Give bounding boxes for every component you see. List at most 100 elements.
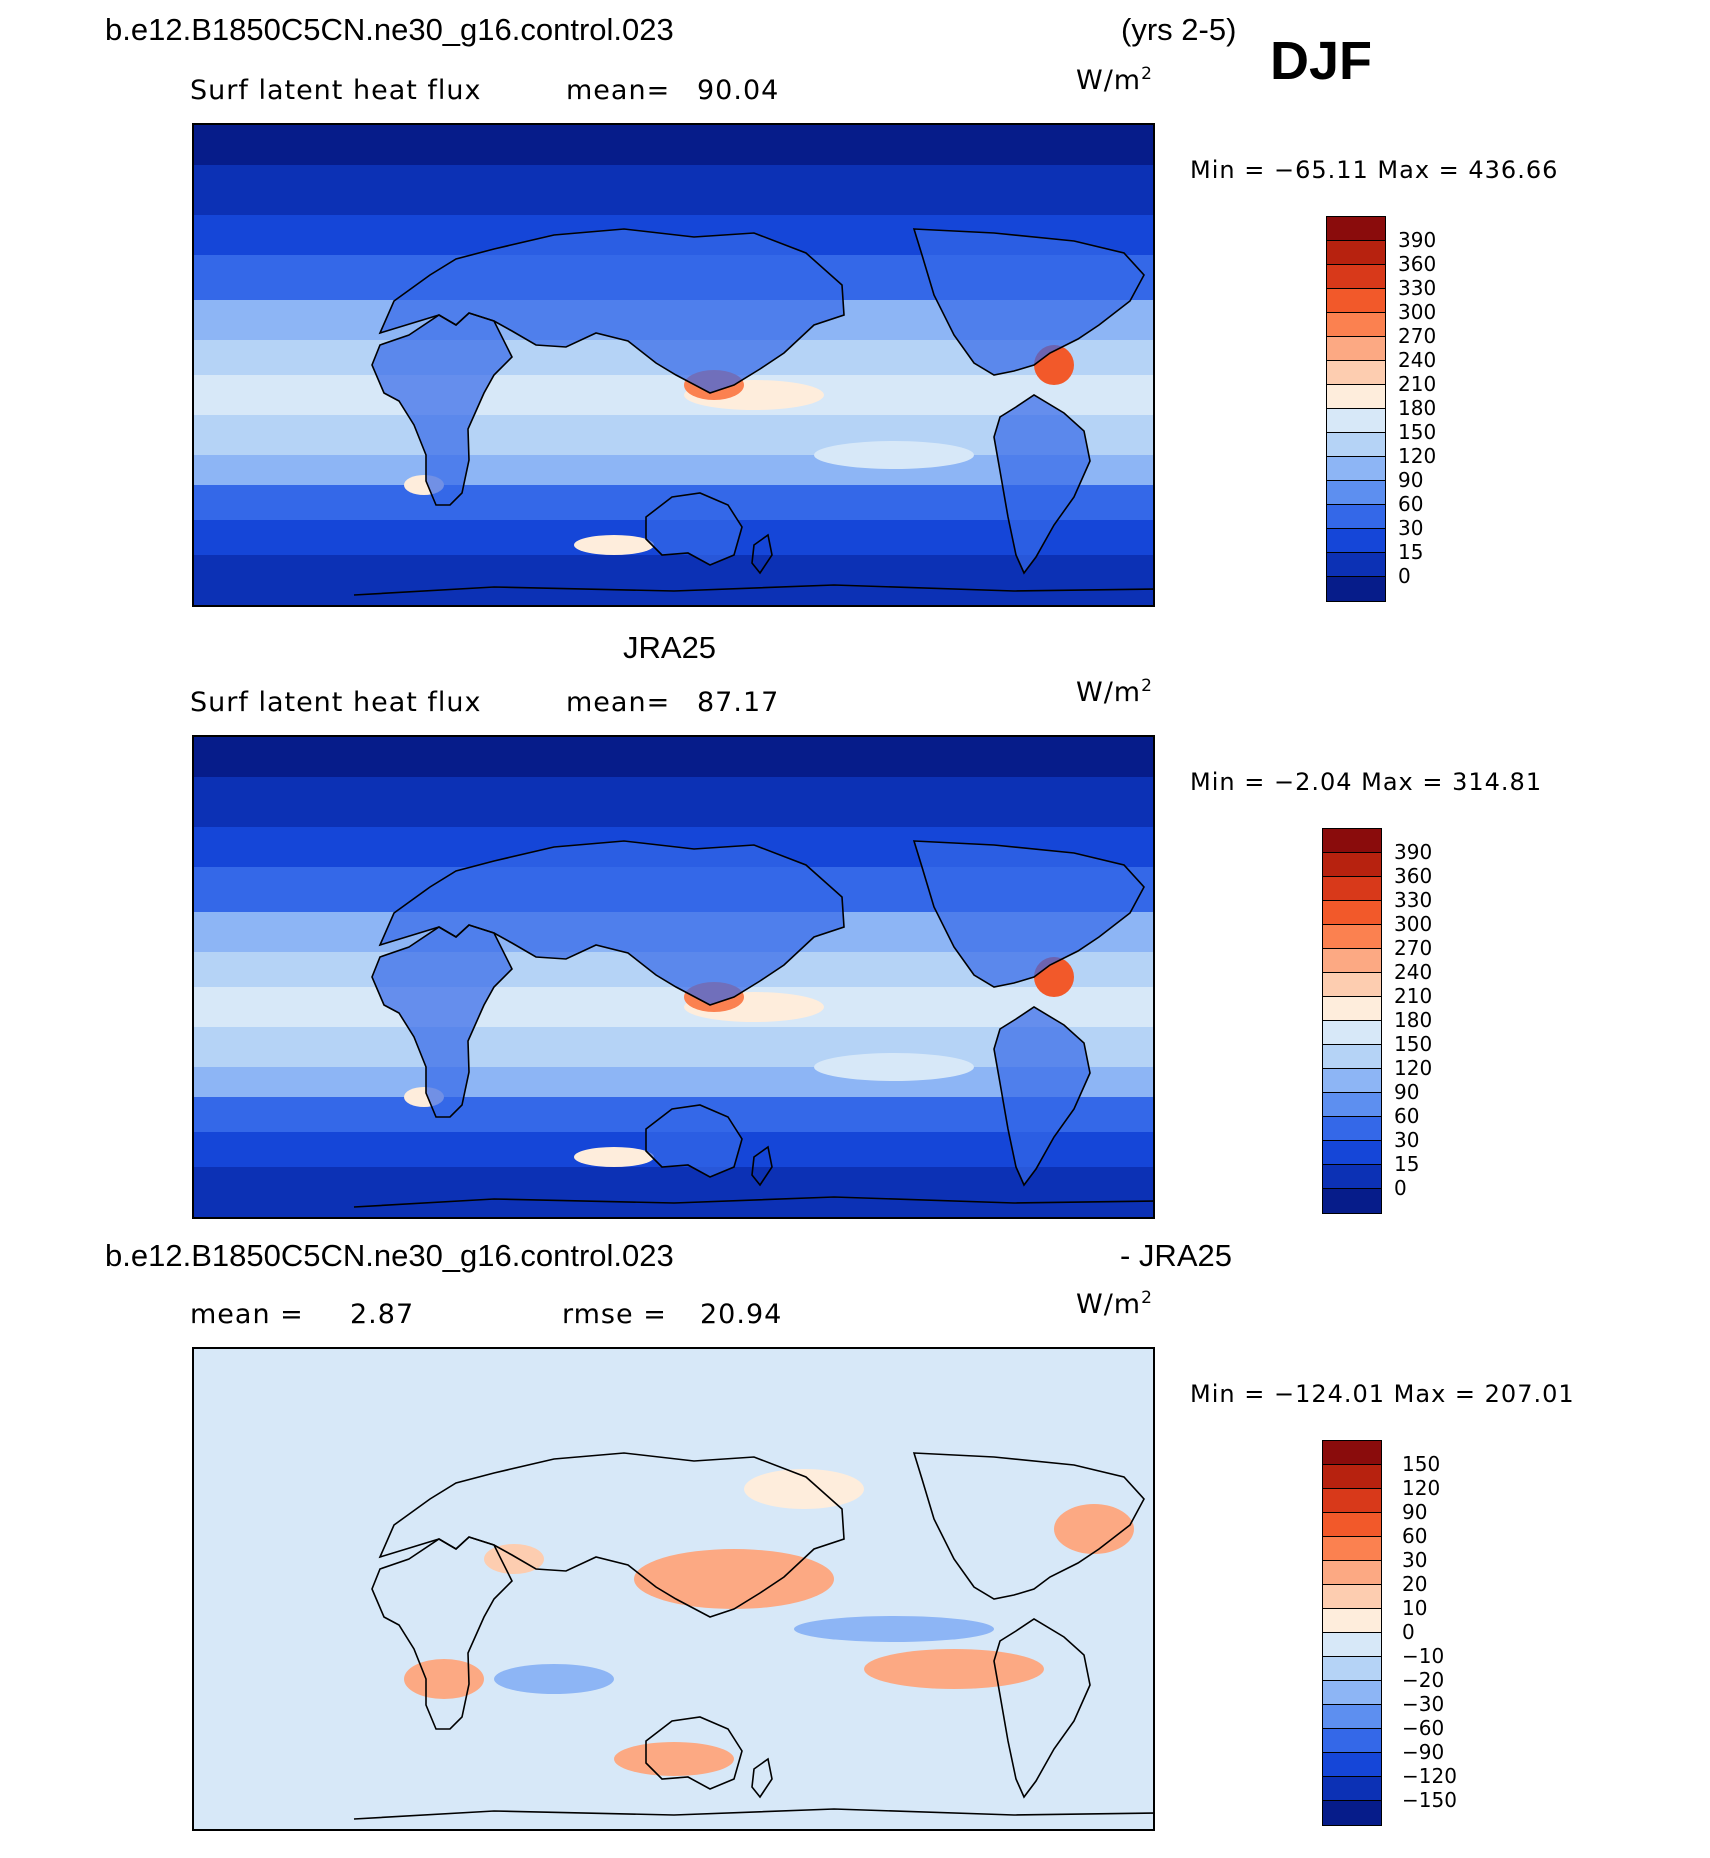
colorbar-swatch (1323, 1117, 1381, 1141)
panel2-minmax: Min = −2.04 Max = 314.81 (1190, 768, 1543, 796)
colorbar-swatch (1323, 877, 1381, 901)
colorbar-label: −120 (1402, 1764, 1457, 1788)
panel3-rmse-label: rmse = (562, 1299, 667, 1330)
colorbar-label: 330 (1398, 276, 1437, 300)
panel2-mean-value: 87.17 (697, 687, 780, 718)
colorbar-swatch (1327, 385, 1385, 409)
colorbar-label: 60 (1402, 1524, 1428, 1548)
colorbar-label: −150 (1402, 1788, 1457, 1812)
panel1-case-name: b.e12.B1850C5CN.ne30_g16.control.023 (105, 12, 674, 47)
colorbar-label: 150 (1398, 420, 1437, 444)
panel3-colorbar (1322, 1440, 1382, 1826)
colorbar-label: 60 (1394, 1104, 1420, 1128)
colorbar-swatch (1323, 1729, 1381, 1753)
colorbar-swatch (1327, 361, 1385, 385)
colorbar-label: −30 (1402, 1692, 1445, 1716)
colorbar-label: 300 (1398, 300, 1437, 324)
colorbar-swatch (1323, 1681, 1381, 1705)
colorbar-swatch (1323, 1069, 1381, 1093)
panel3-minus-label: - JRA25 (1120, 1238, 1232, 1273)
colorbar-swatch (1327, 529, 1385, 553)
colorbar-label: 90 (1398, 468, 1424, 492)
colorbar-label: 390 (1398, 228, 1437, 252)
colorbar-swatch (1323, 1705, 1381, 1729)
colorbar-swatch (1327, 433, 1385, 457)
colorbar-label: 390 (1394, 840, 1433, 864)
colorbar-swatch (1327, 337, 1385, 361)
panel2-mean-label: mean= (566, 687, 671, 718)
panel1-map (192, 123, 1155, 607)
colorbar-swatch (1323, 1585, 1381, 1609)
colorbar-swatch (1327, 553, 1385, 577)
colorbar-swatch (1327, 577, 1385, 601)
colorbar-swatch (1323, 853, 1381, 877)
panel1-colorbar (1326, 216, 1386, 602)
colorbar-swatch (1327, 481, 1385, 505)
panel1-variable: Surf latent heat flux (190, 75, 482, 106)
colorbar-label: 150 (1402, 1452, 1441, 1476)
colorbar-label: −20 (1402, 1668, 1445, 1692)
colorbar-label: 330 (1394, 888, 1433, 912)
panel2-title: JRA25 (623, 630, 717, 665)
colorbar-label: 270 (1398, 324, 1437, 348)
colorbar-swatch (1323, 1045, 1381, 1069)
panel3-minmax: Min = −124.01 Max = 207.01 (1190, 1380, 1575, 1408)
colorbar-swatch (1323, 1561, 1381, 1585)
colorbar-swatch (1327, 505, 1385, 529)
season-label: DJF (1270, 31, 1373, 91)
colorbar-swatch (1323, 1189, 1381, 1213)
colorbar-swatch (1323, 1093, 1381, 1117)
colorbar-label: 90 (1394, 1080, 1420, 1104)
colorbar-swatch (1327, 289, 1385, 313)
colorbar-label: 300 (1394, 912, 1433, 936)
colorbar-swatch (1323, 925, 1381, 949)
panel2-units: W/m2 (1076, 676, 1153, 708)
colorbar-swatch (1323, 901, 1381, 925)
panel1-years: (yrs 2-5) (1121, 12, 1237, 47)
colorbar-label: 30 (1398, 516, 1424, 540)
colorbar-swatch (1327, 313, 1385, 337)
panel1-mean-value: 90.04 (697, 75, 780, 106)
colorbar-swatch (1323, 1537, 1381, 1561)
colorbar-label: −60 (1402, 1716, 1445, 1740)
colorbar-swatch (1323, 1657, 1381, 1681)
colorbar-swatch (1327, 265, 1385, 289)
colorbar-label: 20 (1402, 1572, 1428, 1596)
colorbar-label: 60 (1398, 492, 1424, 516)
colorbar-label: 150 (1394, 1032, 1433, 1056)
panel3-case-name: b.e12.B1850C5CN.ne30_g16.control.023 (105, 1238, 674, 1273)
colorbar-swatch (1323, 1141, 1381, 1165)
colorbar-label: 240 (1394, 960, 1433, 984)
panel1-units: W/m2 (1076, 64, 1153, 96)
colorbar-swatch (1327, 409, 1385, 433)
panel3-mean-value: 2.87 (350, 1299, 415, 1330)
colorbar-swatch (1323, 1609, 1381, 1633)
colorbar-label: −90 (1402, 1740, 1445, 1764)
colorbar-swatch (1323, 1165, 1381, 1189)
colorbar-swatch (1323, 949, 1381, 973)
colorbar-label: 120 (1402, 1476, 1441, 1500)
colorbar-swatch (1323, 1801, 1381, 1825)
colorbar-swatch (1323, 829, 1381, 853)
colorbar-label: 270 (1394, 936, 1433, 960)
colorbar-swatch (1323, 1465, 1381, 1489)
colorbar-label: 10 (1402, 1596, 1428, 1620)
colorbar-swatch (1327, 217, 1385, 241)
panel3-rmse-value: 20.94 (700, 1299, 783, 1330)
colorbar-label: 90 (1402, 1500, 1428, 1524)
colorbar-label: 360 (1394, 864, 1433, 888)
colorbar-swatch (1323, 1489, 1381, 1513)
colorbar-swatch (1327, 457, 1385, 481)
colorbar-label: 0 (1394, 1176, 1407, 1200)
panel1-minmax: Min = −65.11 Max = 436.66 (1190, 156, 1559, 184)
panel3-map (192, 1347, 1155, 1831)
colorbar-label: 180 (1394, 1008, 1433, 1032)
colorbar-label: 210 (1394, 984, 1433, 1008)
colorbar-swatch (1323, 1753, 1381, 1777)
colorbar-swatch (1323, 1441, 1381, 1465)
colorbar-swatch (1323, 1777, 1381, 1801)
colorbar-label: 240 (1398, 348, 1437, 372)
colorbar-label: 0 (1402, 1620, 1415, 1644)
colorbar-label: 120 (1394, 1056, 1433, 1080)
colorbar-swatch (1323, 1513, 1381, 1537)
